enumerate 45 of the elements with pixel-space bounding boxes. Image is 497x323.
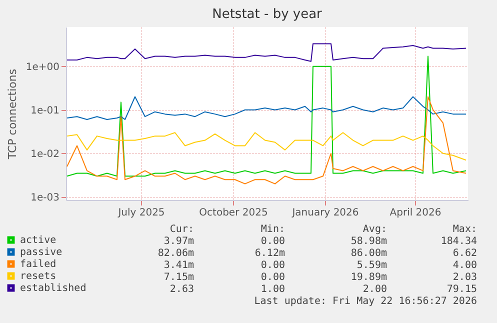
line-series: [66, 43, 466, 62]
legend-label: established: [20, 283, 86, 294]
line-series: [66, 56, 466, 177]
text: 0.00: [260, 236, 285, 248]
text: 19.89m: [350, 272, 387, 284]
text: 6.62: [452, 248, 477, 260]
text: 0.00: [260, 260, 285, 272]
text: 86.00m: [350, 248, 387, 260]
text: 5.59m: [356, 260, 387, 272]
y-tick-label: 1e+00: [26, 62, 60, 73]
text: 1.00: [260, 284, 285, 296]
x-tick-label: July 2025: [117, 208, 165, 218]
y-tick-label: 1e-01: [30, 105, 60, 116]
text: Cur:: [170, 224, 194, 236]
y-tick-label: 1e-03: [30, 192, 60, 204]
text: Last update: Fri May 22 16:56:27 2026: [254, 296, 477, 308]
text: 3.97m: [164, 236, 194, 248]
text: 7.15m: [164, 272, 194, 284]
text: 0.00: [260, 272, 285, 284]
text: Min:: [260, 224, 285, 236]
line-series: [66, 96, 466, 120]
text: 79.15: [446, 284, 477, 296]
legend-label: resets: [20, 271, 56, 282]
x-tick-label: January 2026: [291, 208, 359, 218]
text: 6.12m: [254, 248, 285, 260]
text: 2.03: [452, 272, 477, 284]
text: 82.06m: [158, 248, 194, 260]
text: 2.63: [170, 284, 194, 296]
y-tick-label: 1e-02: [30, 148, 60, 160]
legend-label: passive: [20, 247, 62, 258]
x-tick-label: April 2026: [390, 208, 442, 218]
legend-label: failed: [20, 259, 56, 270]
chart-title: Netstat - by year: [212, 7, 323, 22]
legend-label: active: [20, 235, 56, 246]
text: 4.00: [452, 260, 477, 272]
line-series: [66, 132, 466, 161]
text: 2.00: [362, 284, 387, 296]
line-series: [66, 96, 466, 184]
y-axis-title: TCP connections: [6, 68, 19, 160]
text: 58.98m: [350, 236, 387, 248]
x-tick-label: October 2025: [199, 208, 268, 218]
text: 184.34: [440, 236, 477, 248]
text: 3.41m: [164, 260, 194, 272]
text: Avg:: [362, 224, 387, 236]
text: Max:: [452, 224, 477, 236]
